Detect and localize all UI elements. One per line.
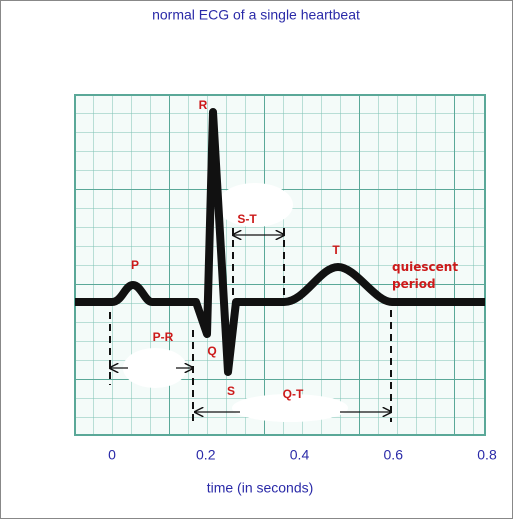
x-tick-label: 0.8 [477,447,497,463]
x-axis-label: time (in seconds) [207,480,314,496]
annotation: P [131,258,139,272]
ecg-trace [75,108,485,376]
chart-title: normal ECG of a single heartbeat [152,7,360,23]
label-backgrounds [123,183,348,422]
annotation: Q [207,344,216,358]
annotation: R [199,98,208,112]
annotation: quiescent period [392,260,459,291]
annotation: S-T [237,212,257,226]
x-tick-label: 0 [108,447,116,463]
annotation: P-R [153,330,174,344]
interval-arrows [110,235,391,412]
annotation: Q-T [283,387,304,401]
annotation: S [227,384,235,398]
x-tick-label: 0.6 [384,447,404,463]
x-tick-label: 0.4 [290,447,310,463]
interval-markers [109,228,392,422]
x-tick-label: 0.2 [196,447,216,463]
annotation: T [332,243,340,257]
